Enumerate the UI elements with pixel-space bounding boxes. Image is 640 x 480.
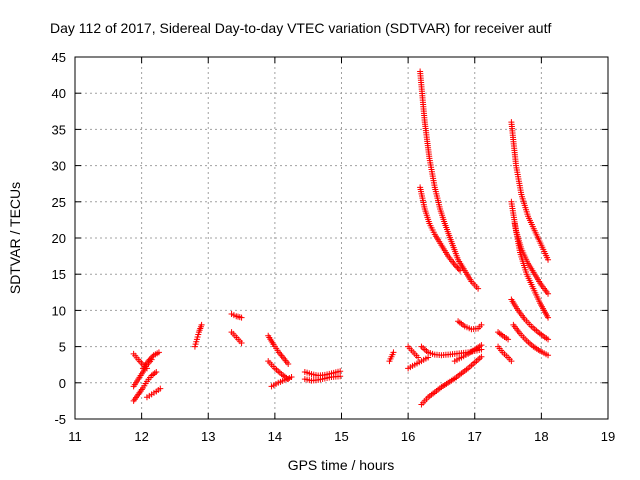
x-tick-label: 14	[268, 429, 282, 444]
data-point	[545, 314, 552, 321]
data-point	[545, 290, 552, 297]
series-arc-18	[417, 184, 464, 274]
y-tick-label: 40	[52, 86, 66, 101]
series-arc-07	[228, 311, 245, 321]
data-point	[155, 349, 162, 356]
series-arc-15	[405, 343, 422, 361]
data-point	[545, 336, 552, 343]
x-tick-label: 19	[601, 429, 615, 444]
series-arc-29	[510, 321, 552, 359]
data-point	[153, 368, 160, 375]
data-point	[288, 374, 295, 381]
x-axis-label: GPS time / hours	[288, 457, 395, 473]
series-arc-08	[228, 329, 245, 346]
data-point	[475, 285, 482, 292]
data-point	[415, 354, 422, 361]
y-tick-label: 0	[59, 376, 66, 391]
y-tick-label: 5	[59, 340, 66, 355]
x-tick-label: 17	[468, 429, 482, 444]
y-axis-ticks: -5 0 5 10 15 20 25 30 35 40 45	[52, 50, 608, 427]
data-point	[238, 339, 245, 346]
x-tick-label: 13	[201, 429, 215, 444]
y-tick-label: 10	[52, 303, 66, 318]
data-point	[425, 354, 432, 361]
series-arc-23	[495, 329, 512, 343]
series-arc-24	[495, 343, 515, 365]
y-tick-label: 25	[52, 195, 66, 210]
data-point	[545, 256, 552, 263]
series-arc-13	[301, 373, 344, 384]
series-arc-09	[265, 332, 292, 367]
y-tick-label: 15	[52, 267, 66, 282]
data-point	[390, 349, 397, 356]
series-arc-03	[130, 368, 160, 404]
series-arc-22	[455, 318, 485, 333]
series-arc-12	[301, 368, 344, 379]
data-point	[545, 352, 552, 359]
x-axis-ticks: 11 12 13 14 15 16 17 18 19	[68, 57, 615, 444]
y-axis-label: SDTVAR / TECUs	[7, 182, 23, 294]
x-tick-label: 18	[534, 429, 548, 444]
series-arc-20	[418, 353, 485, 408]
series-arc-10	[265, 358, 292, 383]
series-arc-21	[451, 342, 485, 365]
data-point	[454, 264, 461, 271]
data-point	[198, 321, 205, 328]
x-tick-label: 11	[68, 429, 82, 444]
x-tick-label: 15	[334, 429, 348, 444]
y-tick-label: 20	[52, 231, 66, 246]
chart-title: Day 112 of 2017, Sidereal Day-to-day VTE…	[50, 20, 551, 36]
series-arc-14	[386, 349, 397, 365]
data-point	[478, 342, 485, 349]
data-point	[149, 353, 156, 360]
x-tick-label: 16	[401, 429, 415, 444]
series-arc-25	[508, 119, 552, 263]
data-point	[455, 266, 462, 273]
data-point	[146, 356, 153, 363]
data-point	[337, 373, 344, 380]
series-arc-04	[139, 349, 162, 372]
data-point	[457, 267, 464, 274]
series-arc-06	[191, 321, 205, 350]
data-point	[508, 358, 515, 365]
series-arc-27	[511, 220, 552, 321]
x-tick-label: 12	[134, 429, 148, 444]
series-arc-05	[143, 385, 164, 401]
y-tick-label: 30	[52, 159, 66, 174]
data-point	[453, 263, 460, 270]
series-arc-16	[405, 354, 432, 372]
y-tick-label: 45	[52, 50, 66, 65]
grid-lines	[75, 57, 608, 419]
data-point	[145, 358, 152, 365]
series-arc-17	[417, 68, 482, 292]
y-tick-label: -5	[54, 412, 66, 427]
series-arc-19	[418, 343, 485, 359]
plot-frame	[74, 56, 609, 420]
data-points	[130, 68, 552, 408]
data-point	[505, 336, 512, 343]
data-point	[337, 368, 344, 375]
data-point	[478, 353, 485, 360]
series-arc-28	[508, 296, 552, 343]
y-tick-label: 35	[52, 122, 66, 137]
data-point	[478, 321, 485, 328]
data-point	[285, 360, 292, 367]
data-point	[157, 385, 164, 392]
series-arc-11	[268, 374, 295, 390]
data-point	[451, 261, 458, 268]
data-point	[238, 314, 245, 321]
data-point	[147, 355, 154, 362]
